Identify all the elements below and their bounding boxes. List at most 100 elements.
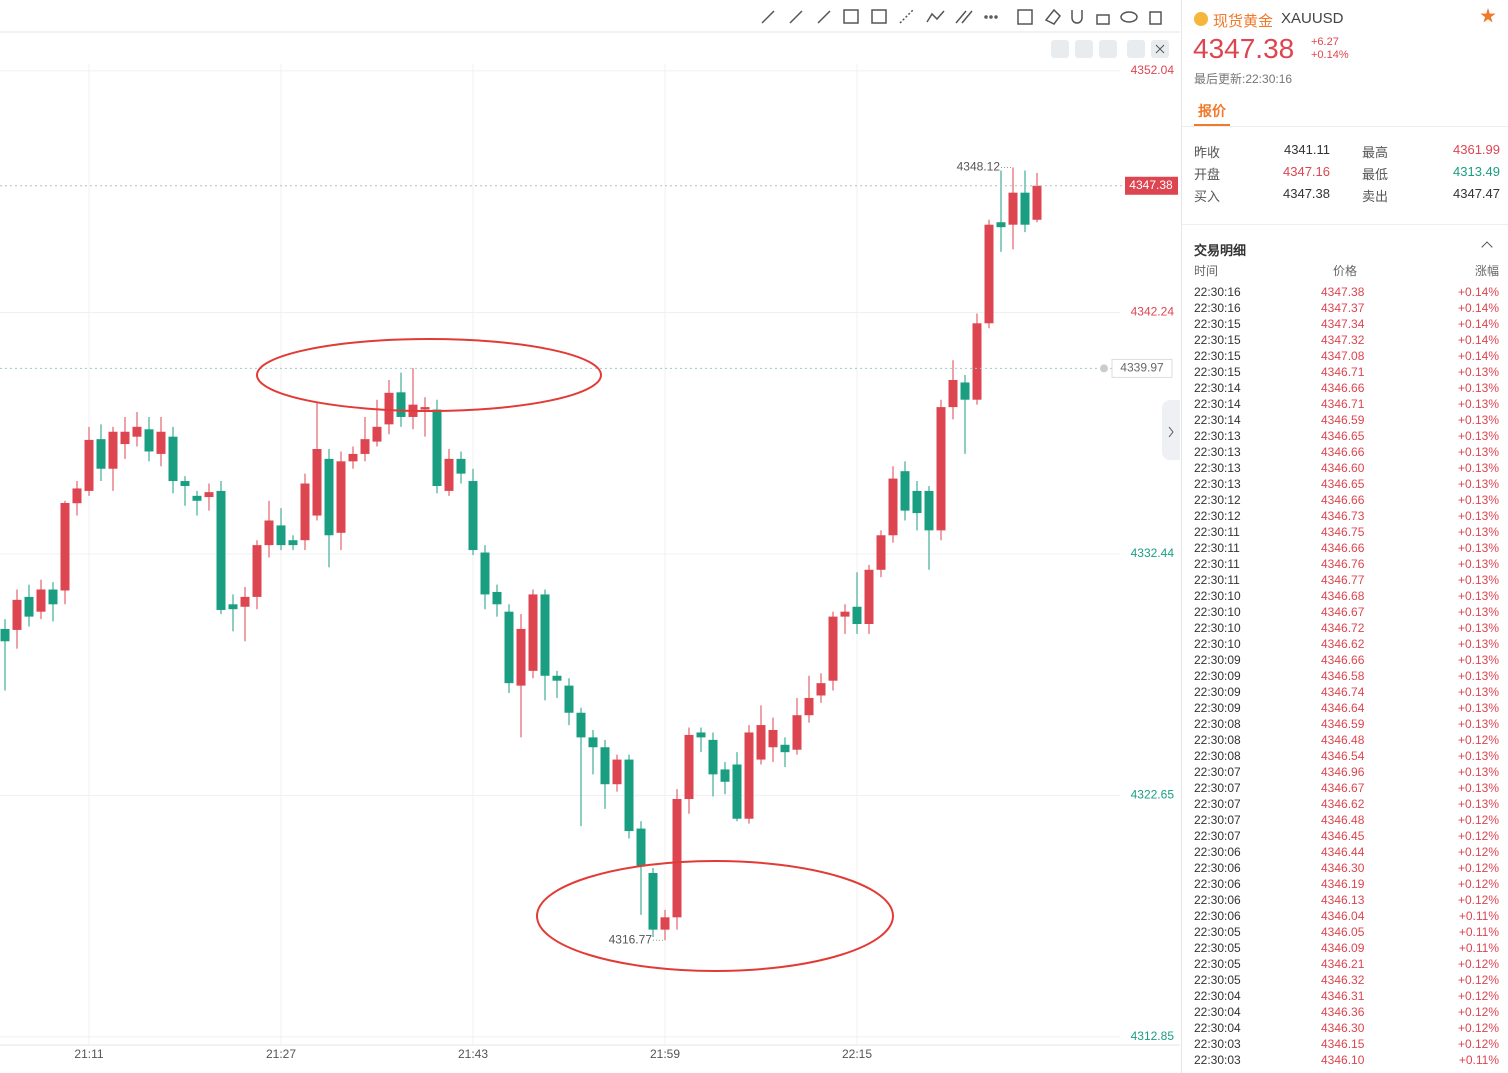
candle-body (468, 481, 478, 551)
trade-change: +0.13% (1457, 717, 1499, 731)
control-candle[interactable] (1099, 40, 1117, 58)
collapse[interactable] (1481, 241, 1493, 253)
tool-trash[interactable] (1149, 11, 1162, 25)
trade-change: +0.13% (1457, 461, 1499, 475)
candle-body (24, 596, 34, 617)
tool-fib[interactable] (843, 9, 859, 24)
candle-body (1020, 192, 1030, 225)
candle-body (516, 628, 526, 686)
candle-body (684, 734, 694, 800)
candle-body (60, 502, 70, 591)
tool-edit[interactable] (1017, 9, 1033, 25)
trade-time: 22:30:07 (1194, 765, 1241, 779)
trade-change: +0.12% (1457, 1021, 1499, 1035)
trade-price: 4346.74 (1321, 685, 1365, 699)
column-header: 涨幅 (1474, 264, 1499, 278)
control-draw[interactable] (1075, 40, 1093, 58)
candle-body (492, 591, 502, 605)
trade-time: 22:30:14 (1194, 413, 1241, 427)
candle-body (600, 747, 610, 785)
trade-time: 22:30:05 (1194, 973, 1241, 987)
tool-segment[interactable] (817, 10, 831, 24)
candle-body (708, 739, 718, 775)
candle-body (72, 488, 82, 504)
candle-body (888, 478, 898, 536)
candle-body (744, 732, 754, 819)
candle-body (120, 431, 130, 445)
tool-eye[interactable] (1120, 11, 1138, 23)
tool-eraser[interactable] (1044, 8, 1061, 25)
trade-time: 22:30:15 (1194, 365, 1241, 379)
trade-time: 22:30:12 (1194, 493, 1241, 507)
tool-more[interactable] (984, 15, 988, 19)
candle-body (48, 589, 58, 605)
trade-time: 22:30:11 (1194, 557, 1240, 571)
candle-body (828, 616, 838, 681)
trade-change: +0.11% (1458, 941, 1499, 955)
candle-body (564, 685, 574, 713)
candle-body (432, 409, 442, 486)
trade-change: +0.13% (1457, 589, 1499, 603)
trade-time: 22:30:06 (1194, 861, 1241, 875)
tool-magnet[interactable] (1071, 10, 1083, 24)
crosshair-label: 4339.97 (1120, 361, 1164, 375)
trade-change: +0.13% (1457, 477, 1499, 491)
trade-time: 22:30:16 (1194, 301, 1241, 315)
trade-time: 22:30:16 (1194, 285, 1241, 299)
tool-dash[interactable] (899, 8, 915, 24)
trade-change: +0.14% (1457, 301, 1499, 315)
trade-time: 22:30:04 (1194, 989, 1241, 1003)
trade-price: 4346.77 (1321, 573, 1365, 587)
trade-time: 22:30:07 (1194, 813, 1241, 827)
tool-rect[interactable] (871, 9, 887, 24)
tool-channel2[interactable] (961, 10, 973, 24)
trade-price: 4346.21 (1321, 957, 1365, 971)
control-expand[interactable] (1127, 40, 1145, 58)
trade-price: 4346.30 (1321, 1021, 1365, 1035)
candle-body (12, 599, 22, 630)
candle-body (984, 224, 994, 324)
stat-value: 4361.99 (1453, 142, 1500, 157)
candle-body (204, 492, 214, 498)
trade-price: 4346.64 (1321, 701, 1365, 715)
tool-wave[interactable] (926, 10, 945, 23)
trade-change: +0.12% (1457, 813, 1499, 827)
tab[interactable]: 报价 (1198, 103, 1226, 119)
trade-change: +0.12% (1457, 957, 1499, 971)
tool-channel[interactable] (955, 10, 967, 24)
tool-ray[interactable] (789, 10, 803, 24)
trade-price: 4346.30 (1321, 861, 1365, 875)
favorite-star[interactable] (1480, 8, 1496, 23)
candle-body (780, 744, 790, 753)
x-tick-label: 21:27 (266, 1047, 296, 1061)
candle-body (816, 683, 826, 696)
candle-body (720, 769, 730, 782)
control-indicator[interactable] (1051, 40, 1069, 58)
trade-change: +0.13% (1457, 685, 1499, 699)
trade-time: 22:30:11 (1194, 541, 1240, 555)
candle-body (360, 439, 370, 454)
trade-change: +0.13% (1457, 701, 1499, 715)
trade-change: +0.13% (1457, 653, 1499, 667)
trade-time: 22:30:11 (1194, 573, 1240, 587)
trade-time: 22:30:09 (1194, 653, 1241, 667)
tool-line[interactable] (761, 10, 775, 24)
trade-change: +0.11% (1458, 1053, 1499, 1067)
tool-lock[interactable] (1096, 14, 1110, 25)
trade-price: 4346.48 (1321, 813, 1365, 827)
trade-time: 22:30:03 (1194, 1037, 1241, 1051)
candle-body (336, 461, 346, 533)
trade-time: 22:30:08 (1194, 733, 1241, 747)
symbol-code: XAUUSD (1281, 10, 1344, 27)
trade-time: 22:30:15 (1194, 317, 1241, 331)
candle-body (936, 407, 946, 531)
candle-body (504, 611, 514, 684)
candle-body (672, 799, 682, 918)
column-header: 时间 (1194, 264, 1219, 278)
trade-price: 4346.66 (1321, 493, 1365, 507)
trade-price: 4347.34 (1321, 317, 1365, 331)
candle-body (636, 828, 646, 866)
trade-change: +0.13% (1457, 493, 1499, 507)
trade-time: 22:30:10 (1194, 621, 1241, 635)
candle-body (132, 426, 142, 437)
